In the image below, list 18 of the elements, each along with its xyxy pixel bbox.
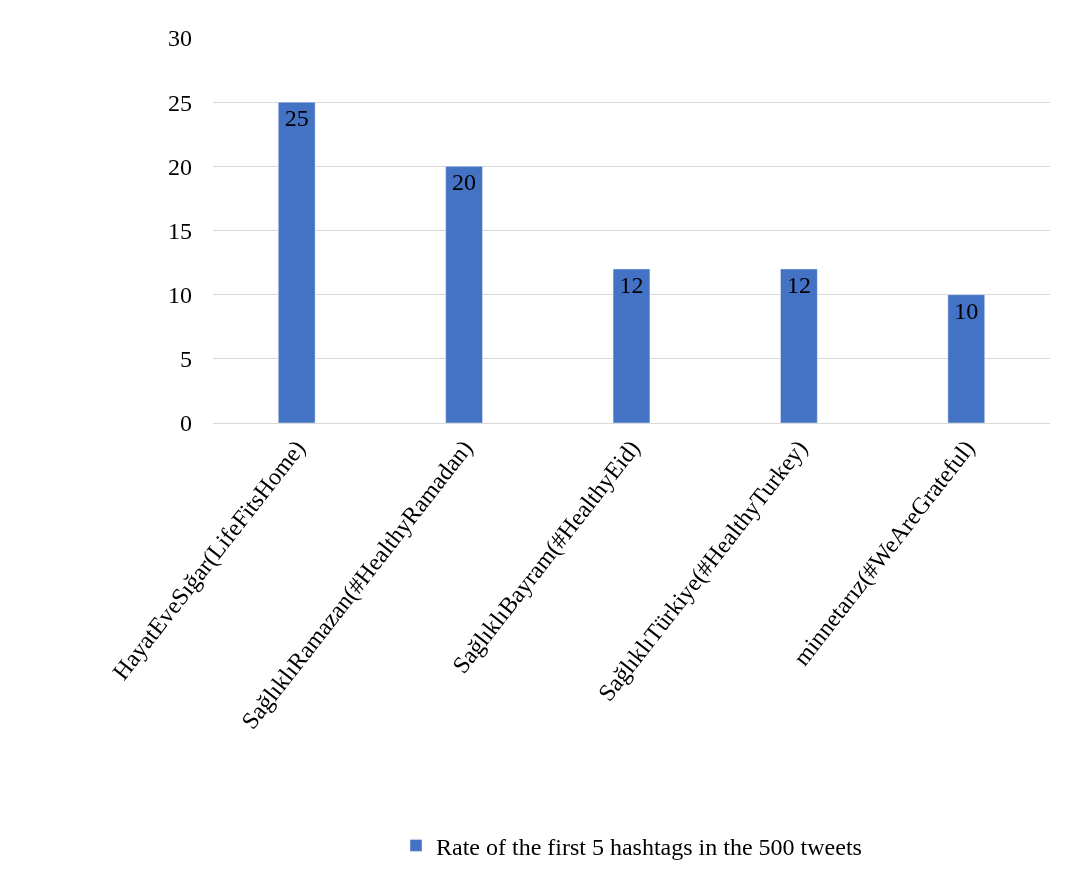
y-tick-label: 25 (168, 89, 192, 116)
bar (278, 101, 316, 423)
data-label: 10 (954, 297, 979, 324)
data-label: 12 (619, 272, 644, 298)
legend-label: Rate of the first 5 hashtags in the 500 tweets (436, 833, 862, 860)
data-label: 25 (284, 105, 309, 132)
y-tick-label: 5 (180, 346, 192, 373)
y-tick-label: 0 (180, 410, 192, 437)
y-tick-label: 30 (168, 25, 192, 52)
y-tick-label: 20 (168, 153, 192, 180)
y-tick-label: 15 (168, 217, 192, 244)
bar (780, 268, 818, 423)
data-label: 20 (452, 169, 477, 196)
y-tick-label: 10 (168, 282, 192, 309)
bar (445, 166, 483, 423)
bar (612, 268, 651, 423)
bar (947, 294, 985, 423)
data-label: 12 (786, 272, 811, 298)
